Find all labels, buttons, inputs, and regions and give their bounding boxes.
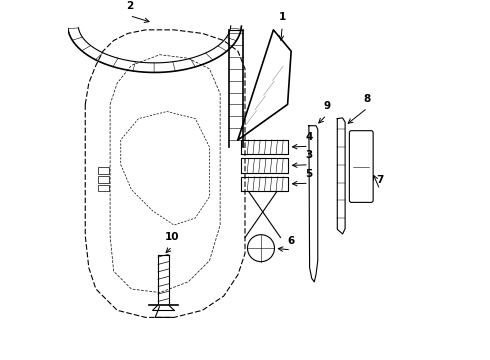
Text: 9: 9 <box>323 101 330 111</box>
Text: 2: 2 <box>126 1 133 12</box>
Text: 5: 5 <box>305 169 313 179</box>
Text: 6: 6 <box>288 236 295 246</box>
Bar <box>98 176 109 183</box>
Bar <box>98 185 109 192</box>
Text: 3: 3 <box>305 150 313 161</box>
Bar <box>98 167 109 174</box>
Text: 10: 10 <box>165 232 179 242</box>
Text: 7: 7 <box>376 175 384 185</box>
Text: 8: 8 <box>364 94 371 104</box>
Text: 4: 4 <box>305 132 313 142</box>
Text: 1: 1 <box>279 12 286 22</box>
